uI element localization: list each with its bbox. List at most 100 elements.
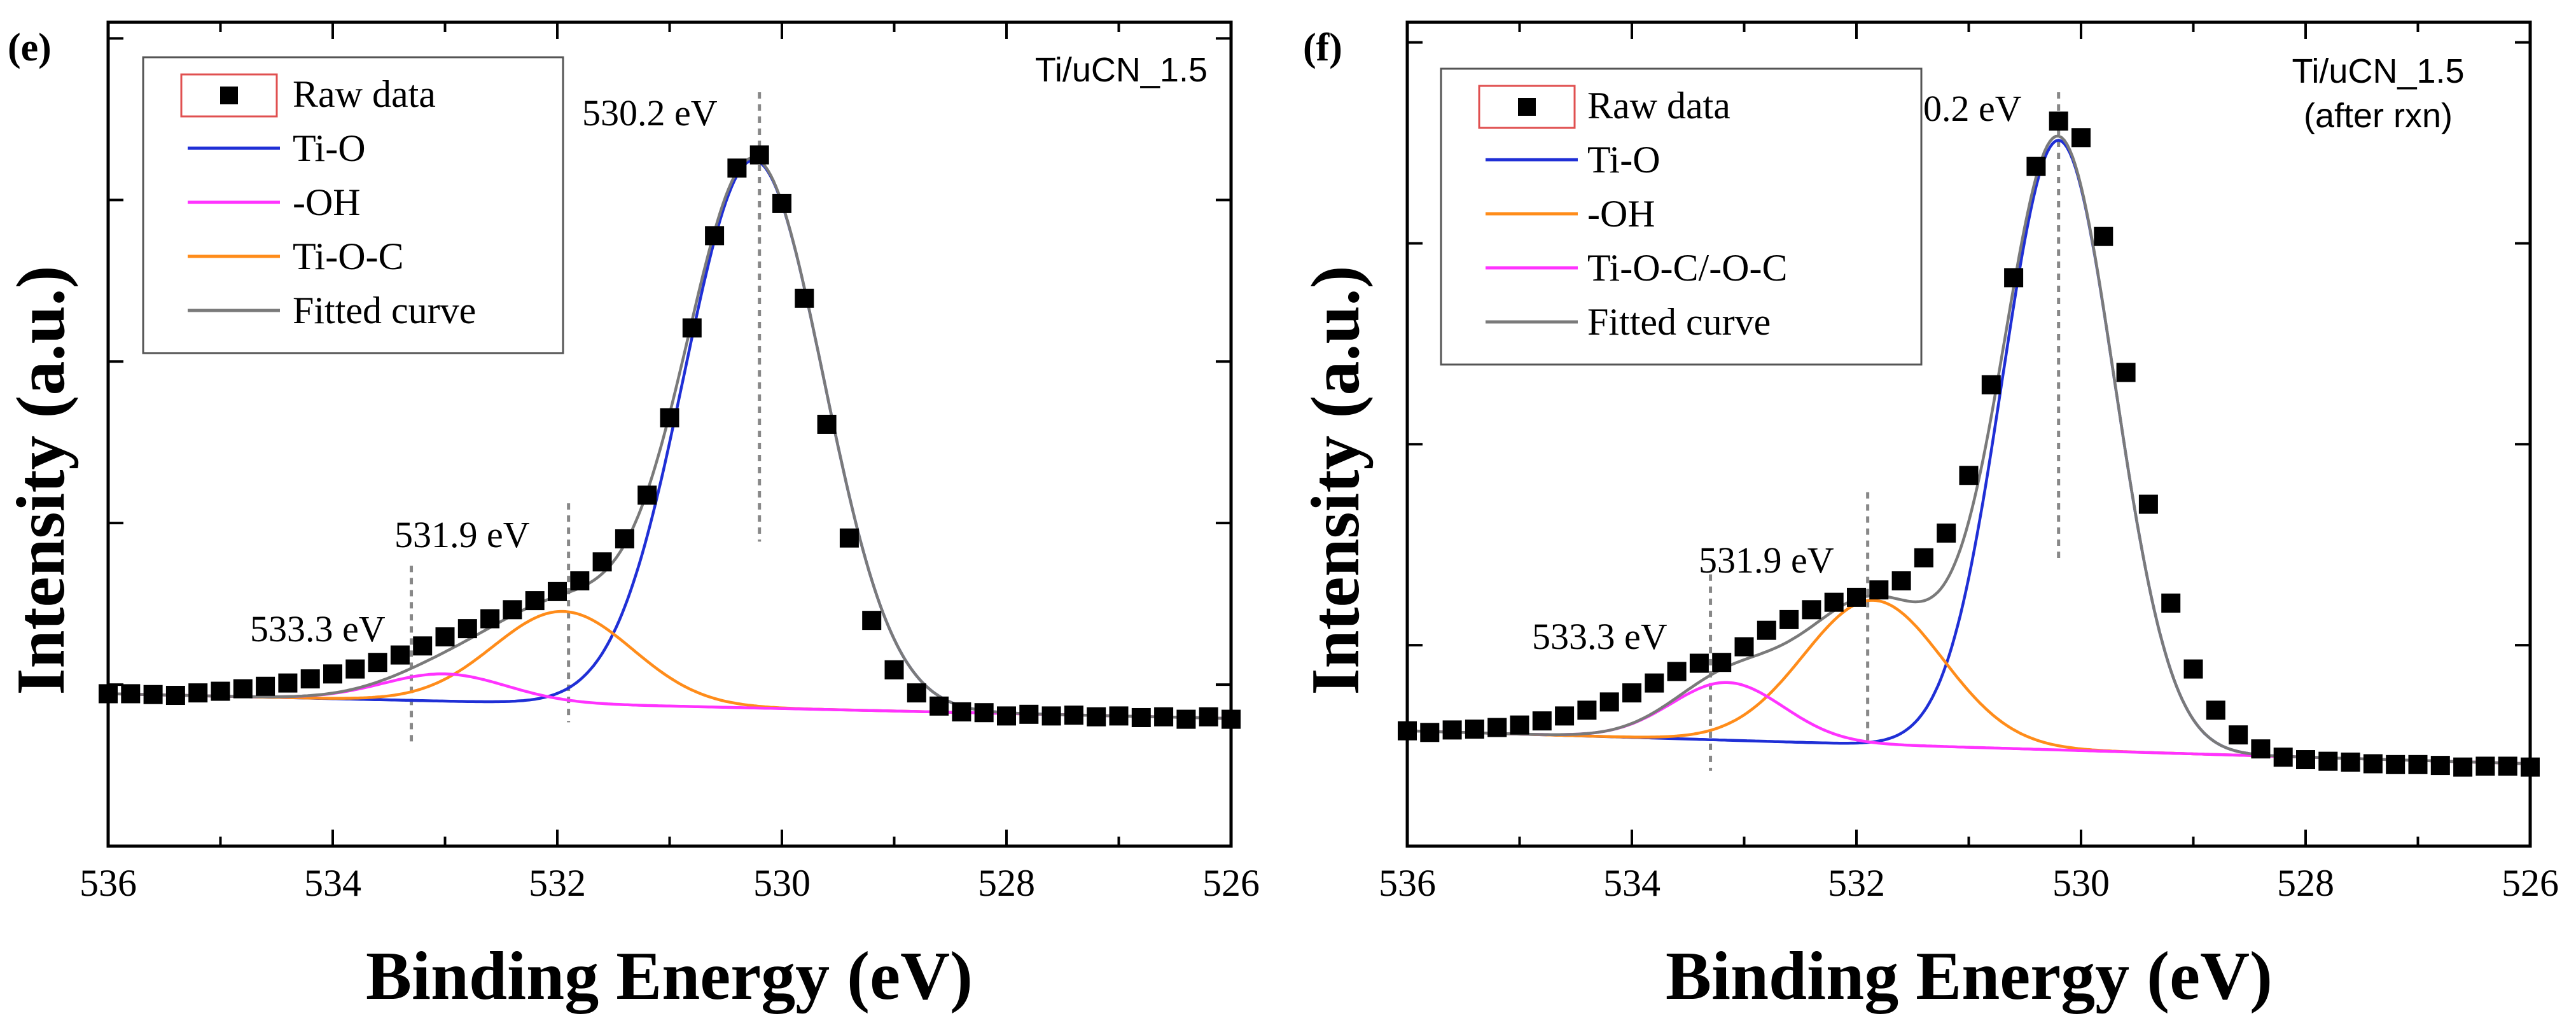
y-axis-title: Intensity (a.u.) (3, 265, 79, 695)
raw-data-point (772, 193, 791, 213)
legend-item-oh: -OH (1486, 193, 1655, 235)
raw-data-points (99, 145, 1241, 729)
raw-data-point (480, 609, 500, 629)
raw-data-point (2408, 755, 2428, 774)
raw-data-point (884, 660, 904, 679)
x-axis-title: Binding Energy (eV) (1666, 938, 2273, 1014)
raw-data-point (1757, 620, 1776, 640)
legend-label: Ti-O-C (293, 235, 404, 277)
panel-e: Intensity (a.u.) (e) 536 534 532 530 528 526 … (3, 20, 1260, 1014)
plot-area: 536 534 532 530 528 526 (1379, 20, 2559, 904)
raw-data-point (1199, 707, 1218, 727)
raw-data-point (660, 408, 679, 428)
raw-data-point (795, 288, 814, 308)
panel-label: (f) (1303, 26, 1342, 69)
raw-data-point (525, 591, 545, 611)
raw-data-point (615, 529, 634, 548)
x-tick-label: 528 (978, 862, 1035, 904)
raw-data-point (1712, 653, 1732, 672)
x-tick-label: 526 (1202, 862, 1260, 904)
raw-data-point (2453, 757, 2473, 777)
raw-data-point (2071, 128, 2091, 148)
raw-data-point (570, 571, 590, 591)
legend-label: Ti-O-C/-O-C (1587, 247, 1788, 289)
x-axis-title: Binding Energy (eV) (366, 938, 973, 1014)
raw-data-point (1645, 673, 1664, 693)
raw-data-point (233, 679, 253, 699)
sample-label: Ti/uCN_1.5 (1035, 51, 1208, 89)
raw-data-point (1019, 704, 1039, 724)
x-tick-label: 536 (1379, 862, 1436, 904)
x-tick-label: 536 (80, 862, 137, 904)
raw-data-point (345, 659, 365, 679)
raw-data-point (435, 627, 455, 647)
legend-square-marker (1518, 98, 1536, 116)
legend-square-marker (220, 87, 238, 104)
raw-data-point (1599, 692, 1619, 712)
x-tick-label: 532 (529, 862, 586, 904)
raw-data-point (2049, 111, 2068, 131)
legend: Raw data Ti-O -OH Ti-O-C Fitted curve (142, 56, 564, 354)
raw-data-point (1577, 700, 1597, 720)
raw-data-point (1532, 711, 1552, 731)
raw-data-point (2475, 756, 2495, 776)
annotation-531-9: 531.9 eV (1699, 539, 1834, 581)
x-tick-label: 534 (1603, 862, 1660, 904)
raw-data-point (188, 683, 208, 703)
raw-data-point (1064, 706, 1083, 725)
x-tick-label: 532 (1828, 862, 1885, 904)
raw-data-point (323, 664, 342, 684)
raw-data-point (1109, 706, 1129, 726)
raw-data-point (1959, 466, 1979, 485)
raw-data-point (211, 681, 230, 701)
raw-data-point (1847, 587, 1866, 607)
peak-marker-lines (1709, 92, 2061, 771)
raw-data-point (1487, 718, 1507, 737)
legend-label: Fitted curve (293, 289, 476, 331)
legend-item-ti-o-c-o-c: Ti-O-C/-O-C (1486, 247, 1788, 289)
raw-data-point (2183, 659, 2203, 679)
raw-data-point (457, 619, 477, 639)
legend-label: Raw data (293, 73, 436, 115)
raw-data-point (121, 684, 141, 704)
raw-data-point (2386, 755, 2405, 774)
raw-data-point (2004, 268, 2024, 288)
raw-data-point (2094, 226, 2113, 246)
raw-data-point (368, 653, 387, 672)
plot-frame (106, 20, 1233, 848)
x-tick-label: 530 (2052, 862, 2110, 904)
legend-item-ti-o: Ti-O (1486, 139, 1660, 181)
raw-data-point (637, 485, 657, 505)
legend-item-raw-data: Raw data (180, 73, 436, 118)
legend-label: Ti-O (1587, 139, 1660, 181)
raw-data-point (1914, 548, 1933, 567)
legend-item-oh: -OH (188, 181, 361, 223)
raw-data-points (1398, 111, 2540, 777)
legend-label: Raw data (1587, 85, 1730, 127)
raw-data-point (2498, 756, 2517, 776)
raw-data-point (952, 702, 971, 721)
raw-data-point (2251, 739, 2271, 759)
raw-data-point (1891, 571, 1911, 591)
y-ticks (108, 37, 1231, 686)
annotation-531-9: 531.9 eV (394, 514, 530, 555)
legend-item-raw-data: Raw data (1478, 85, 1730, 129)
raw-data-point (2363, 754, 2383, 774)
legend-item-fitted-curve: Fitted curve (1486, 301, 1771, 343)
raw-data-point (997, 706, 1016, 726)
y-axis-title: Intensity (a.u.) (1298, 265, 1374, 695)
raw-data-point (2026, 157, 2046, 176)
raw-data-point (1442, 720, 1462, 740)
legend-label: Fitted curve (1587, 301, 1771, 343)
raw-data-point (1420, 723, 1440, 742)
raw-data-point (2138, 494, 2158, 514)
raw-data-point (2206, 700, 2225, 720)
raw-data-point (2341, 752, 2360, 772)
plot-frame (1405, 20, 2532, 848)
raw-data-point (1510, 715, 1529, 735)
annotation-533-3: 533.3 eV (250, 608, 386, 650)
raw-data-point (413, 636, 433, 656)
raw-data-point (862, 611, 882, 630)
raw-data-point (143, 685, 163, 704)
legend-item-fitted-curve: Fitted curve (188, 289, 476, 331)
